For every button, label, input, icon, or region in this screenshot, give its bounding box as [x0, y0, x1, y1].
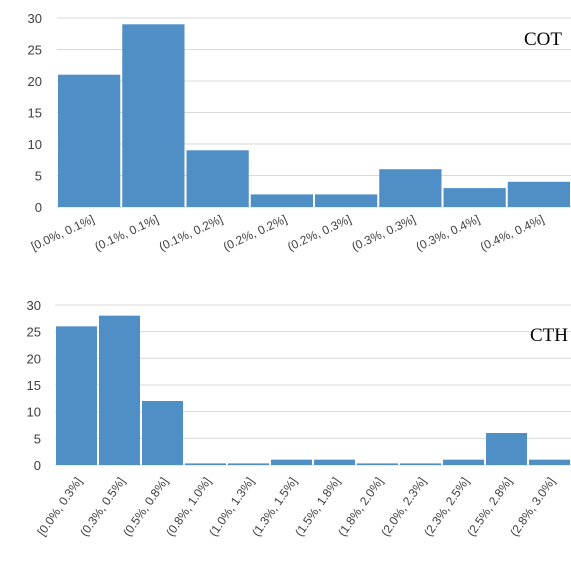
cth-bar [99, 315, 140, 465]
cot-y-tick-label: 25 [28, 43, 42, 58]
cth-bar [142, 401, 183, 465]
cot-bar [250, 194, 313, 207]
cot-bar [122, 24, 185, 207]
cot-x-tick-label: (0.1%, 0.1%] [92, 212, 160, 254]
cth-y-tick-label: 5 [34, 431, 41, 446]
cot-y-tick-label: 15 [28, 106, 42, 121]
cot-y-tick-label: 10 [28, 137, 42, 152]
cth-y-tick-label: 0 [34, 458, 41, 473]
cot-x-tick-label: (0.3%, 0.3%] [349, 212, 417, 254]
cth-bar [314, 459, 355, 465]
cth-x-tick-label: (2.8%, 3.0%] [507, 475, 558, 539]
cot-x-tick-label: (0.2%, 0.2%] [221, 212, 289, 254]
cot-y-tick-label: 5 [35, 169, 42, 184]
cot-x-tick-label: (0.3%, 0.4%] [414, 212, 482, 254]
cot-bar [443, 188, 506, 207]
cot-bar [507, 181, 570, 207]
cth-panel-title: CTH [530, 325, 568, 346]
cth-bar [357, 463, 398, 465]
cot-y-tick-label: 30 [28, 11, 42, 26]
cth-bar [185, 463, 226, 465]
cth-bar [529, 459, 570, 465]
cth-y-tick-label: 30 [27, 298, 41, 313]
cth-bar [271, 459, 312, 465]
cth-y-tick-label: 20 [27, 351, 41, 366]
cth-bar [443, 459, 484, 465]
cth-y-tick-label: 15 [27, 378, 41, 393]
cot-x-tick-label: (0.1%, 0.2%] [157, 212, 225, 254]
cot-y-tick-label: 20 [28, 74, 42, 89]
cot-panel-title: COT [524, 29, 562, 50]
cth-y-tick-label: 25 [27, 325, 41, 340]
cot-x-tick-label: [0.0%, 0.1%] [29, 212, 97, 253]
cot-bar [379, 169, 442, 207]
cth-bar [400, 463, 441, 465]
cth-bar [228, 463, 269, 465]
cth-bar [56, 326, 97, 465]
cot-x-tick-label: (0.2%, 0.3%] [285, 212, 353, 254]
cot-x-tick-label: (0.4%, 0.4%] [478, 212, 546, 254]
cot-y-tick-label: 0 [35, 200, 42, 215]
cot-bar [58, 74, 121, 207]
cth-y-tick-label: 10 [27, 405, 41, 420]
cth-bar [486, 433, 527, 465]
cot-bar [186, 150, 249, 207]
cot-panel: 0 5 10 15 20 25 30 [0.0%, 0.1%](0.1%, 0.1%](0.1… [28, 11, 571, 254]
cot-bar [315, 194, 378, 207]
